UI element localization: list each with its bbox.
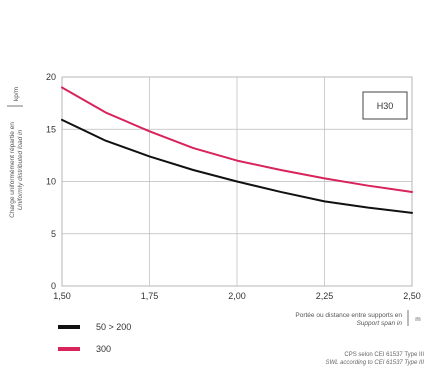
x-tick-label-3: 2,25 — [316, 291, 334, 301]
y-axis-label: Charge uniformément répartie en Uniforml… — [7, 87, 24, 218]
x-axis-label-line2: Support span in — [356, 320, 402, 327]
legend-label-series-1: 50 > 200 — [96, 322, 131, 332]
footnote-line2: SWL according to CEI 61537 Type III — [326, 360, 425, 366]
legend-label-series-2: 300 — [96, 344, 111, 354]
x-axis-unit: m — [415, 316, 420, 323]
y-tick-label-3: 15 — [46, 124, 56, 134]
series-lines — [61, 86, 413, 214]
grid — [61, 76, 413, 287]
annotation-box-label: H30 — [377, 101, 394, 111]
y-tick-label-1: 5 — [51, 229, 56, 239]
y-tick-label-4: 20 — [46, 72, 56, 82]
x-axis-label-line1: Portée ou distance entre supports en — [295, 312, 402, 319]
tick-labels: 0 5 10 15 20 1,50 1,75 2,00 2,25 2,50 — [46, 72, 421, 301]
y-axis-unit: kp/m — [13, 87, 20, 101]
x-tick-label-0: 1,50 — [53, 291, 71, 301]
series-line-2 — [61, 86, 413, 193]
footnote-line1: CPS selon CEI 61537 Type III — [344, 352, 424, 358]
x-tick-label-1: 1,75 — [141, 291, 159, 301]
series-line-1 — [61, 118, 413, 214]
annotation-box — [362, 91, 408, 120]
y-axis-label-line1: Charge uniformément répartie en — [9, 122, 16, 218]
y-axis-label-line2: Uniformly distributed load in — [17, 130, 24, 211]
legend: 50 > 200 300 — [58, 322, 131, 354]
y-tick-label-2: 10 — [46, 177, 56, 187]
x-tick-label-2: 2,00 — [228, 291, 246, 301]
y-tick-label-0: 0 — [51, 281, 56, 291]
x-tick-label-4: 2,50 — [403, 291, 421, 301]
